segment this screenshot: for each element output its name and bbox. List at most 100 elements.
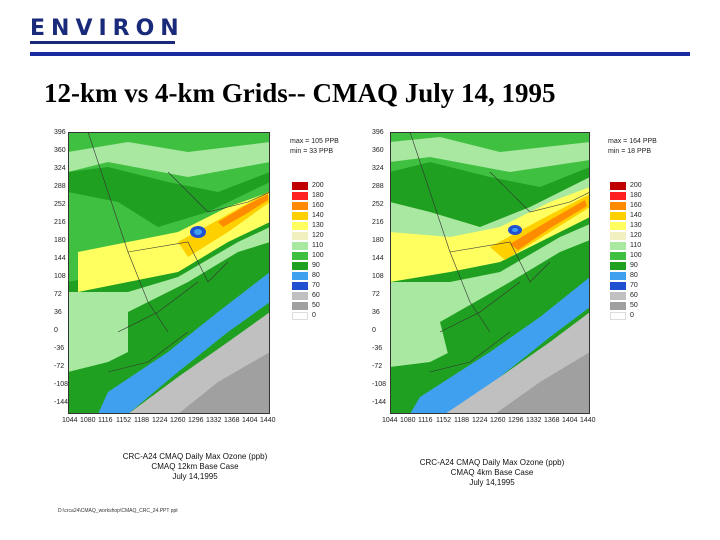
y-tick: -72: [372, 363, 383, 370]
legend-level: 160: [630, 202, 642, 209]
legend-level: 130: [630, 222, 642, 229]
legend-swatch: [292, 312, 308, 320]
x-tick: 1440: [580, 417, 596, 424]
x-tick: 1188: [134, 417, 150, 424]
y-tick: 252: [372, 201, 384, 208]
y-tick: -108: [54, 381, 69, 388]
caption-line: CMAQ 12km Base Case: [151, 462, 239, 471]
x-tick: 1188: [454, 417, 470, 424]
legend-swatch: [292, 302, 308, 310]
legend-swatch: [292, 282, 308, 290]
y-tick: 108: [372, 273, 384, 280]
y-tick: 360: [54, 147, 66, 154]
legend-swatch: [610, 222, 626, 230]
legend-swatch: [292, 232, 308, 240]
y-tick: 36: [54, 309, 62, 316]
x-tick: 1368: [544, 417, 560, 424]
legend-level: 50: [630, 302, 638, 309]
y-tick: -144: [54, 399, 69, 406]
y-tick: 288: [372, 183, 384, 190]
caption-line: CRC-A24 CMAQ Daily Max Ozone (ppb): [419, 458, 565, 467]
ozone-map-12km: [68, 132, 270, 414]
caption-line: CRC-A24 CMAQ Daily Max Ozone (ppb): [122, 452, 268, 461]
x-tick: 1332: [526, 417, 542, 424]
legend-swatch: [610, 312, 626, 320]
legend-swatch: [610, 232, 626, 240]
legend-swatch: [292, 182, 308, 190]
y-tick: -36: [372, 345, 383, 352]
legend-swatch: [610, 252, 626, 260]
x-tick: 1080: [80, 417, 96, 424]
legend-level: 160: [312, 202, 324, 209]
legend-level: 100: [312, 252, 324, 259]
legend-swatch: [292, 272, 308, 280]
header-divider: [30, 52, 690, 56]
y-tick: 216: [54, 219, 66, 226]
legend-swatch: [610, 302, 626, 310]
legend-swatch: [610, 242, 626, 250]
legend-level: 130: [312, 222, 324, 229]
legend-level: 80: [312, 272, 320, 279]
legend-swatch: [610, 212, 626, 220]
x-tick: 1224: [472, 417, 488, 424]
y-tick: 360: [372, 147, 384, 154]
legend-level: 110: [630, 242, 642, 249]
legend-level: 70: [312, 282, 320, 289]
y-tick: 216: [372, 219, 384, 226]
legend-swatch: [292, 242, 308, 250]
legend-swatch: [292, 212, 308, 220]
caption-line: CMAQ 4km Base Case: [450, 468, 534, 477]
legend-level: 100: [630, 252, 642, 259]
map-caption-4km: CRC-A24 CMAQ Daily Max Ozone (ppb) CMAQ …: [392, 458, 592, 488]
map-caption-12km: CRC-A24 CMAQ Daily Max Ozone (ppb) CMAQ …: [100, 452, 290, 482]
legend-level: 60: [630, 292, 638, 299]
ozone-map-4km: [390, 132, 590, 414]
legend-swatch: [292, 222, 308, 230]
legend-swatch: [610, 182, 626, 190]
legend-level: 180: [630, 192, 642, 199]
y-tick: 288: [54, 183, 66, 190]
y-tick: 0: [372, 327, 376, 334]
x-tick: 1260: [490, 417, 506, 424]
x-tick: 1296: [188, 417, 204, 424]
legend-level: 180: [312, 192, 324, 199]
legend-level: 0: [312, 312, 316, 319]
y-tick: 180: [372, 237, 384, 244]
x-tick: 1080: [400, 417, 416, 424]
legend-level: 90: [630, 262, 638, 269]
x-tick: 1116: [98, 417, 113, 424]
max-value-label: max = 164 PPB: [608, 138, 657, 145]
y-tick: -72: [54, 363, 65, 370]
legend-level: 200: [630, 182, 642, 189]
legend-swatch: [610, 262, 626, 270]
x-tick: 1296: [508, 417, 524, 424]
slide-title: 12-km vs 4-km Grids-- CMAQ July 14, 1995: [44, 78, 556, 108]
legend-swatch: [610, 192, 626, 200]
legend-swatch: [292, 192, 308, 200]
legend-level: 140: [630, 212, 642, 219]
legend-level: 110: [312, 242, 324, 249]
legend-level: 90: [312, 262, 320, 269]
y-tick: 36: [372, 309, 380, 316]
y-tick: 144: [54, 255, 66, 262]
legend-swatch: [610, 282, 626, 290]
legend-swatch: [292, 262, 308, 270]
legend-level: 120: [312, 232, 324, 239]
min-value-label: min = 33 PPB: [290, 148, 333, 155]
legend-level: 200: [312, 182, 324, 189]
min-value-label: min = 18 PPB: [608, 148, 651, 155]
x-tick: 1404: [562, 417, 578, 424]
environ-logo: ENVIRON: [30, 16, 179, 44]
y-tick: 324: [54, 165, 66, 172]
legend-level: 80: [630, 272, 638, 279]
file-path-footer: D:\crca24\CMAQ_workshop\CMAQ_CRC_24.PPT …: [58, 508, 178, 514]
legend-level: 60: [312, 292, 320, 299]
x-tick: 1116: [418, 417, 433, 424]
legend-swatch: [610, 272, 626, 280]
x-tick: 1044: [382, 417, 398, 424]
legend-level: 70: [630, 282, 638, 289]
legend-swatch: [610, 292, 626, 300]
max-value-label: max = 105 PPB: [290, 138, 339, 145]
y-tick: -144: [372, 399, 387, 406]
legend-swatch: [610, 202, 626, 210]
